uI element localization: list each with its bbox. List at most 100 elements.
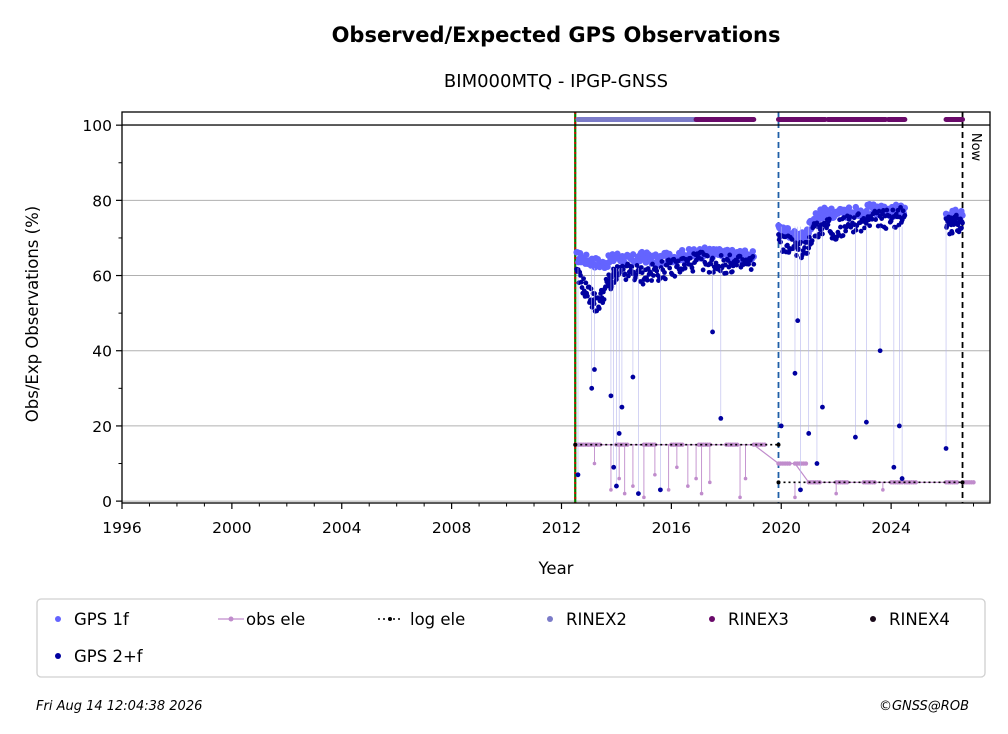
y-tick-label: 40 xyxy=(92,343,112,361)
gps-2f-outlier xyxy=(863,419,869,425)
gps-2f-point xyxy=(804,250,810,256)
chart-subtitle: BIM000MTQ - IPGP-GNSS xyxy=(444,71,668,92)
gps-2f-outlier xyxy=(589,385,595,391)
gps-2f-point xyxy=(687,255,693,261)
legend-label: GPS 2+f xyxy=(74,647,144,666)
gps-2f-outlier xyxy=(778,423,784,429)
gps-2f-point xyxy=(840,233,846,238)
y-tick-label: 60 xyxy=(92,268,112,286)
legend-label: RINEX3 xyxy=(728,610,789,629)
gps-2f-point xyxy=(609,284,615,289)
x-tick-label: 2020 xyxy=(762,519,801,537)
gps-2f-point xyxy=(746,261,752,267)
gps-2f-outlier xyxy=(614,483,619,489)
gps-2f-outlier xyxy=(636,491,641,497)
obs-ele-point xyxy=(735,442,740,447)
gps-2f-point xyxy=(578,272,583,278)
obs-ele-point xyxy=(787,461,792,466)
obs-ele-dip-point xyxy=(592,461,597,466)
gps-2f-point xyxy=(809,238,815,244)
gps-2f-outlier xyxy=(575,472,581,478)
gps-2f-outlier xyxy=(630,374,636,380)
gps-2f-point xyxy=(735,258,740,264)
gps-2f-point xyxy=(578,279,584,285)
gps-2f-outlier xyxy=(710,329,715,335)
gps-2f-point xyxy=(793,253,799,258)
gps-2f-point xyxy=(851,215,857,221)
now-label: Now xyxy=(968,133,983,162)
x-tick-label: 2008 xyxy=(432,519,471,537)
log-ele-point xyxy=(573,442,578,447)
gps-2f-point xyxy=(949,230,955,236)
legend-marker xyxy=(55,653,61,659)
gps-1f-point xyxy=(784,225,792,232)
gps-2f-point xyxy=(711,269,716,275)
gps-2f-point xyxy=(890,207,896,213)
gps-2f-point xyxy=(729,269,735,275)
gps-2f-point xyxy=(579,285,585,290)
plot-frame xyxy=(121,111,991,504)
obs-ele-point xyxy=(954,480,960,485)
gps-2f-point xyxy=(867,223,873,229)
gps-2f-point xyxy=(706,269,712,275)
gps-2f-point xyxy=(814,220,820,226)
gps-2f-point xyxy=(853,227,859,233)
gps-2f-outlier xyxy=(608,393,614,399)
gps-2f-point xyxy=(862,225,867,231)
gps-2f-outlier xyxy=(611,464,617,470)
gps-2f-outlier xyxy=(891,464,897,470)
legend-marker xyxy=(547,616,553,622)
gps-2f-point xyxy=(737,253,743,259)
chart-title: Observed/Expected GPS Observations xyxy=(332,23,781,47)
legend-label: RINEX2 xyxy=(566,610,627,629)
x-axis-label: Year xyxy=(538,559,574,578)
gps-2f-outlier xyxy=(657,487,663,493)
gps-2f-point xyxy=(748,267,754,272)
gps-2f-outlier xyxy=(592,367,597,372)
gps-2f-outlier xyxy=(896,423,902,429)
obs-ele-point xyxy=(803,461,809,466)
gps-2f-point xyxy=(902,212,908,218)
gps-2f-point xyxy=(675,258,681,264)
legend-label: RINEX4 xyxy=(889,610,950,629)
footer-timestamp: Fri Aug 14 12:04:38 2026 xyxy=(36,699,202,714)
obs-ele-dip-point xyxy=(622,491,627,496)
obs-ele-point xyxy=(762,442,767,447)
x-axis-ticks: 1996 2000 2004 2008 2012 2016 2020 2024 xyxy=(102,503,975,537)
gps-2f-point xyxy=(639,270,645,276)
gps-2f-point xyxy=(858,228,864,234)
obs-ele-dip-point xyxy=(617,476,621,481)
gps-2f-point xyxy=(750,254,756,259)
x-tick-label: 1996 xyxy=(102,519,141,537)
gps-2f-point xyxy=(634,263,640,268)
gps-2f-point xyxy=(629,264,635,270)
gps-2f-outlier xyxy=(877,348,883,354)
gps-1f-point xyxy=(701,244,708,251)
gps-2f-point xyxy=(667,265,673,271)
gps-2f-point xyxy=(816,231,822,237)
gps-2f-point xyxy=(847,214,853,220)
gps-2f-point xyxy=(649,278,655,283)
gps-2f-point xyxy=(601,297,607,302)
y-axis-label: Obs/Exp Observations (%) xyxy=(23,206,42,422)
gps-2f-point xyxy=(638,265,644,270)
obs-ele-dip-point xyxy=(609,488,613,492)
x-tick-label: 2024 xyxy=(871,519,910,537)
gps-1f-point xyxy=(629,251,637,258)
legend-marker xyxy=(55,616,61,622)
obs-ele-point xyxy=(652,442,658,447)
gps-2f-point xyxy=(588,286,594,292)
gps-2f-point xyxy=(668,260,673,266)
gps-2f-outlier xyxy=(718,416,724,421)
gps-2f-point xyxy=(623,277,629,283)
gps-2f-outlier xyxy=(814,461,820,466)
obs-ele-dip-point xyxy=(738,495,742,500)
legend-box xyxy=(36,598,986,678)
gps-2f-point xyxy=(662,270,667,275)
obs-ele-line xyxy=(576,444,963,483)
gps-2f-point xyxy=(699,256,704,262)
obs-ele-dip-point xyxy=(708,480,712,485)
gps-2f-point xyxy=(959,225,964,231)
gps-2f-point xyxy=(786,249,792,255)
